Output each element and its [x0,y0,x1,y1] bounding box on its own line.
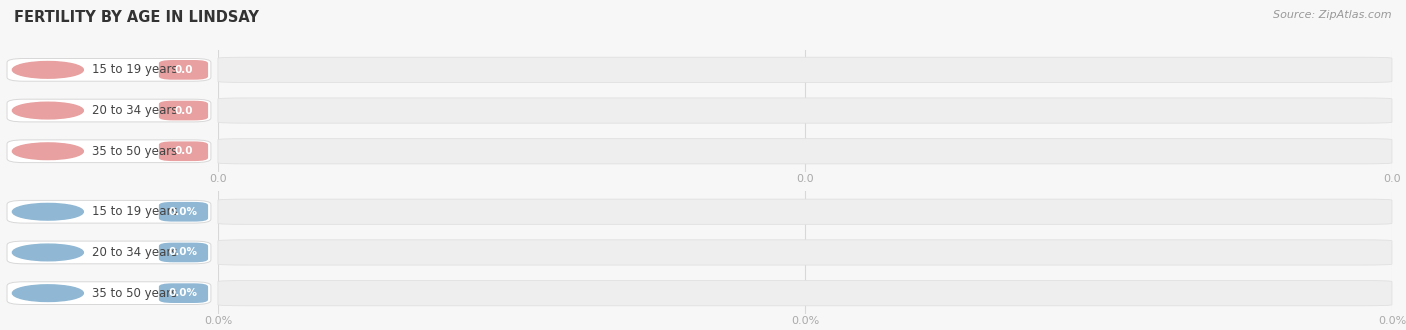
FancyBboxPatch shape [218,199,1392,224]
Text: 15 to 19 years: 15 to 19 years [91,205,177,218]
Text: 0.0%: 0.0% [169,207,198,217]
Text: 35 to 50 years: 35 to 50 years [91,145,177,158]
Text: 15 to 19 years: 15 to 19 years [91,63,177,76]
Text: 0.0%: 0.0% [169,288,198,298]
FancyBboxPatch shape [218,57,1392,82]
Text: 20 to 34 years: 20 to 34 years [91,246,177,259]
Text: 35 to 50 years: 35 to 50 years [91,287,177,300]
Text: 0.0: 0.0 [174,146,193,156]
FancyBboxPatch shape [218,280,1392,306]
FancyBboxPatch shape [218,139,1392,164]
Text: 0.0: 0.0 [174,65,193,75]
Text: FERTILITY BY AGE IN LINDSAY: FERTILITY BY AGE IN LINDSAY [14,10,259,25]
Text: 0.0%: 0.0% [169,248,198,257]
Text: 20 to 34 years: 20 to 34 years [91,104,177,117]
FancyBboxPatch shape [218,240,1392,265]
Text: Source: ZipAtlas.com: Source: ZipAtlas.com [1274,10,1392,20]
Text: 0.0: 0.0 [174,106,193,116]
FancyBboxPatch shape [218,98,1392,123]
